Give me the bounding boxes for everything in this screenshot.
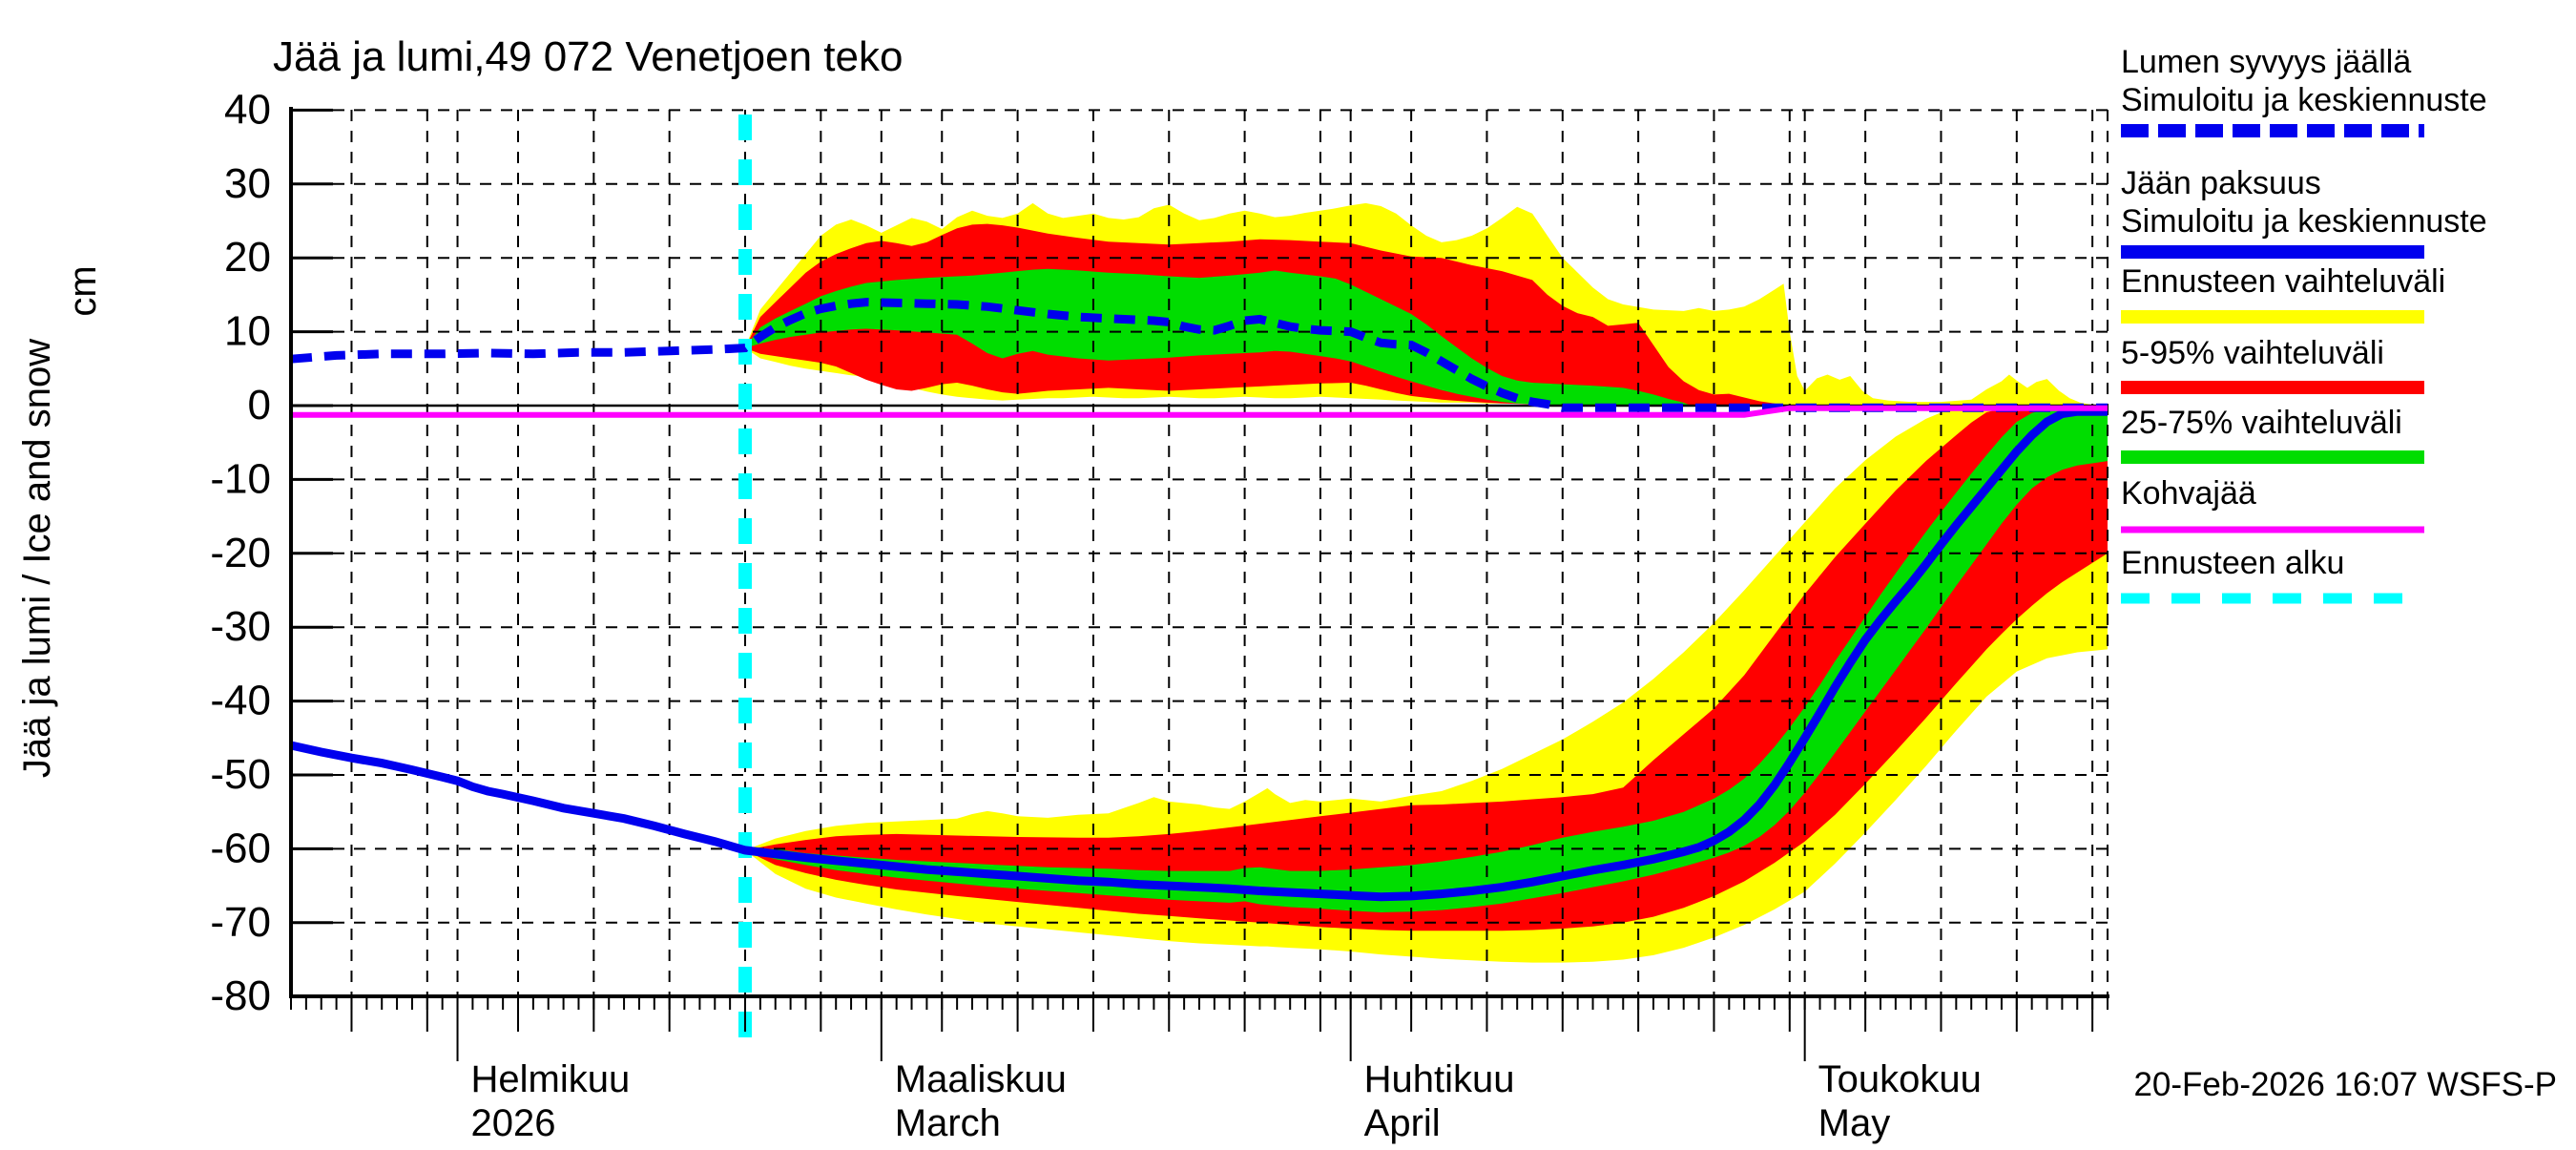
y-tick-label: 0 [248, 382, 271, 429]
y-tick-label: 20 [224, 234, 271, 281]
legend: Lumen syvyys jäällä Simuloitu ja keskienn… [2116, 0, 2576, 668]
legend-swatch-dash-cyan [2121, 590, 2424, 607]
legend-item-label: Kohvajää [2121, 475, 2256, 512]
legend-item-label: 5-95% vaihteluväli [2121, 335, 2384, 371]
y-tick-label: -20 [210, 530, 271, 576]
legend-swatch-bar-green [2121, 449, 2424, 466]
month-label-en: April [1364, 1102, 1441, 1144]
ice-band-5-95 [745, 408, 2108, 931]
ice-band-25-75 [745, 408, 2108, 912]
snow-depth-mean-line [290, 298, 2108, 412]
axes-and-ticks [289, 107, 2109, 1061]
month-label-en: 2026 [471, 1102, 556, 1144]
y-tick-label: -10 [210, 455, 271, 502]
legend-swatch-line-magenta [2121, 521, 2424, 538]
y-tick-label: 10 [224, 308, 271, 355]
y-axis-label: Jää ja lumi / Ice and snow [16, 339, 58, 778]
y-tick-label: -50 [210, 751, 271, 798]
y-tick-label: -80 [210, 972, 271, 1019]
chart-title: Jää ja lumi,49 072 Venetjoen teko [273, 33, 903, 80]
y-tick-label: -30 [210, 603, 271, 650]
legend-item-label: Lumen syvyys jäällä [2121, 44, 2412, 80]
y-tick-label: -60 [210, 825, 271, 871]
month-label-en: May [1818, 1102, 1891, 1144]
month-label-fi: Toukokuu [1818, 1058, 1982, 1100]
ice-thickness-mean-line [290, 407, 2108, 902]
y-tick-label: 40 [224, 86, 271, 133]
y-tick-label: 30 [224, 160, 271, 207]
y-tick-labels: 40 30 20 10 0 -10 -20 -30 -40 -50 -60 -70 -80 [210, 86, 271, 1019]
month-label-fi: Maaliskuu [895, 1058, 1067, 1100]
legend-swatch-bar-yellow [2121, 308, 2424, 325]
legend-swatch-bar-blue [2121, 243, 2424, 261]
data-lines [290, 298, 2108, 902]
y-axis-unit-label: cm [62, 265, 104, 316]
legend-item-label: 25-75% vaihteluväli [2121, 405, 2402, 441]
y-tick-label: -70 [210, 899, 271, 946]
gridlines [291, 109, 2109, 996]
kohvajaa-line [291, 405, 2108, 418]
legend-item-label: Jään paksuus [2121, 165, 2321, 201]
timestamp: 20-Feb-2026 16:07 WSFS-P [2133, 1066, 2557, 1103]
y-tick-label: -40 [210, 678, 271, 724]
legend-swatch-bar-red [2121, 379, 2424, 396]
month-label-fi: Huhtikuu [1364, 1058, 1515, 1100]
legend-swatch-dash-blue [2121, 122, 2424, 139]
legend-item-label: Simuloitu ja keskiennuste [2121, 203, 2487, 240]
month-label-fi: Helmikuu [471, 1058, 631, 1100]
legend-item-label: Ennusteen vaihteluväli [2121, 263, 2446, 300]
month-label-en: March [895, 1102, 1001, 1144]
legend-item-label: Simuloitu ja keskiennuste [2121, 82, 2487, 118]
legend-item-label: Ennusteen alku [2121, 545, 2345, 581]
